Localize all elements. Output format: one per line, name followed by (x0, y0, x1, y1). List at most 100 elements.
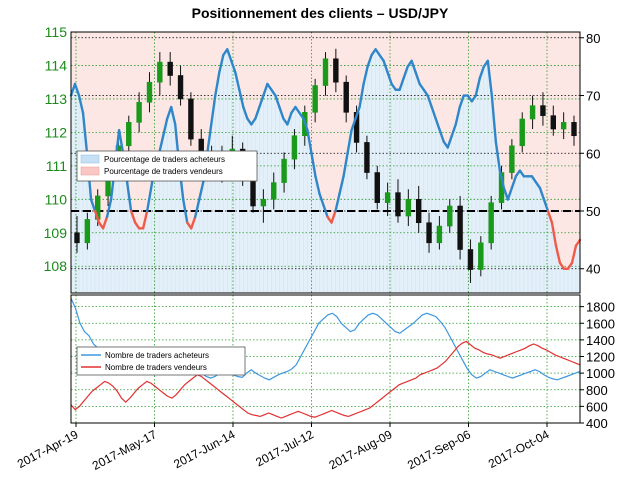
percent-line-segment (190, 215, 197, 230)
percent-line-segment (117, 128, 125, 155)
x-tick-label: 2017-Sep-06 (405, 427, 473, 472)
candle-body (384, 192, 391, 203)
percent-line-segment (438, 128, 445, 143)
percent-line-segment (125, 180, 133, 213)
percent-line-segment (570, 244, 578, 265)
candle (560, 112, 567, 140)
y-right-tick-label: 70 (586, 89, 600, 104)
percent-line-segment (322, 204, 329, 218)
percent-line-segment (105, 198, 113, 218)
percent-line-segment (506, 186, 514, 201)
percent-line-segment (474, 76, 482, 97)
percent-line-segment (338, 175, 345, 195)
x-tick-label: 2017-Aug-09 (327, 427, 395, 472)
candle (312, 78, 318, 123)
y-left-tick-label: 114 (45, 57, 68, 73)
candle-body (447, 205, 453, 227)
candle (177, 65, 184, 106)
percent-line-segment (302, 117, 309, 132)
percent-line-segment (414, 71, 421, 86)
candle-body (146, 81, 153, 103)
percent-line-segment (510, 175, 518, 190)
percent-line-segment (242, 105, 249, 120)
percent-line-segment (81, 111, 89, 155)
percent-line-segment (502, 186, 510, 201)
y-right-tick-label: 50 (586, 204, 600, 219)
percent-line-segment (318, 192, 325, 207)
candle-body (478, 242, 484, 270)
candle (571, 115, 577, 146)
percent-line-segment (454, 105, 461, 126)
candle-body (374, 172, 380, 203)
percent-line-segment (342, 152, 349, 178)
candle (281, 152, 287, 193)
y-bottom-tick-label: 400 (586, 416, 608, 431)
candle-body (467, 249, 474, 270)
legend-label-nombre-vendeurs: Nombre de traders vendeurs (105, 363, 207, 372)
candle (436, 216, 443, 250)
legend-label-vendeurs: Pourcentage de traders vendeurs (104, 167, 223, 176)
candle (415, 185, 422, 233)
candle (426, 212, 432, 253)
percent-line-segment (486, 59, 494, 97)
x-tick-label: 2017-May-17 (90, 427, 159, 473)
legend-label-acheteurs: Pourcentage de traders acheteurs (104, 155, 225, 164)
percent-line-segment (73, 82, 81, 97)
percent-line-segment (434, 117, 441, 132)
percent-line-segment (542, 198, 550, 213)
y-bottom-tick-label: 1200 (586, 350, 615, 365)
candle-body (560, 122, 567, 130)
y-left-tick-label: 110 (45, 191, 68, 207)
x-axis: 2017-Apr-19 2017-May-17 2017-Jun-14 2017-Ju… (15, 423, 552, 473)
percent-line-segment (206, 123, 213, 155)
y-right-tick-label: 60 (586, 146, 600, 161)
percent-line-segment (101, 215, 109, 230)
percent-line-segment (69, 82, 77, 97)
percent-line-segment (262, 82, 269, 97)
percent-line-segment (398, 76, 405, 91)
candle (260, 189, 267, 223)
candle-body (74, 232, 80, 244)
candle (364, 135, 370, 180)
percent-line-segment (161, 117, 169, 138)
candle (447, 199, 453, 233)
candle-body (426, 222, 432, 244)
candle (405, 189, 412, 227)
candle-body (519, 118, 525, 147)
top-legend: Pourcentage de traders acheteurs Pourcen… (76, 150, 258, 182)
percent-line-segment (254, 105, 261, 120)
candle-body (291, 135, 298, 160)
candle-body (322, 58, 329, 86)
percent-line-segment (330, 209, 337, 224)
percent-line-segment (169, 105, 177, 126)
candle-body (540, 105, 546, 116)
percent-line-segment (430, 105, 437, 120)
percent-line-segment (306, 128, 313, 155)
candle (384, 182, 391, 217)
top-frame (70, 31, 581, 294)
sellers-area (71, 32, 580, 269)
x-tick-label: 2017-Apr-19 (15, 427, 81, 471)
candle-body (136, 101, 142, 123)
candle-body (260, 199, 267, 207)
y-bottom-tick-label: 1000 (586, 366, 615, 381)
buyers-area (71, 49, 580, 293)
percent-line-segment (358, 82, 365, 109)
percent-line-segment (93, 209, 101, 224)
percent-line-segment (354, 105, 361, 120)
percent-line-segment (362, 65, 369, 86)
candle (188, 92, 194, 146)
percent-line-segment (346, 128, 353, 155)
percent-line-segment (498, 169, 506, 190)
y-bottom-tick-label: 1800 (586, 300, 615, 315)
percent-line-segment (210, 94, 217, 126)
percent-line-segment (478, 65, 486, 80)
y-left-tick-label: 111 (46, 158, 67, 174)
y-left-tick-label: 109 (44, 225, 68, 241)
candle-body (343, 81, 349, 113)
top-panel: 108 109 110 111 112 113 114 115 40 50 60 70 80 (44, 24, 600, 294)
candle-body (167, 61, 173, 76)
candle (519, 112, 525, 153)
percent-line-segment (226, 48, 233, 63)
candle (550, 105, 556, 136)
